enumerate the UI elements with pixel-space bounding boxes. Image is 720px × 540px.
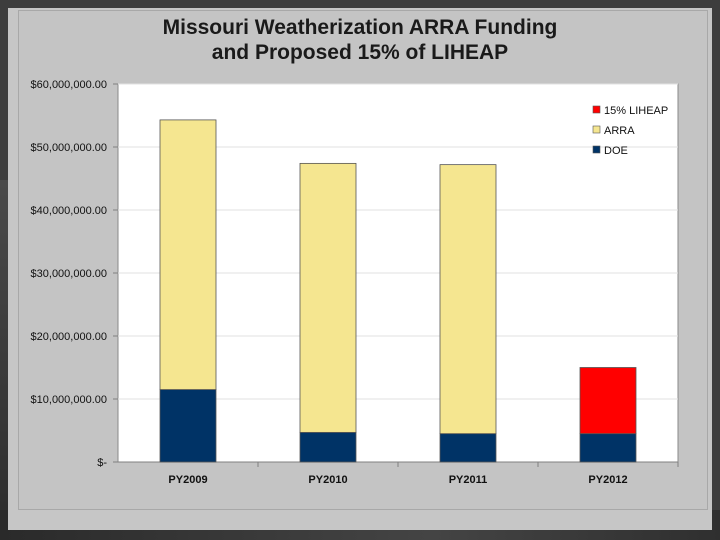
legend-swatch — [592, 145, 601, 154]
y-tick-label: $40,000,000.00 — [31, 205, 107, 217]
y-tick-label: $- — [97, 457, 107, 469]
x-tick-label: PY2009 — [168, 474, 207, 486]
y-tick-label: $50,000,000.00 — [31, 142, 107, 154]
legend-label: DOE — [604, 145, 628, 157]
legend-label: ARRA — [604, 125, 635, 137]
bar-doe-py2009 — [159, 389, 217, 463]
chart-title-line-1: Missouri Weatherization ARRA Funding — [162, 16, 558, 39]
x-tick-label: PY2011 — [449, 474, 488, 486]
chart-title-line-2: and Proposed 15% of LIHEAP — [211, 41, 509, 64]
bar-arra-py2011 — [439, 164, 497, 435]
y-tick-label: $10,000,000.00 — [31, 394, 107, 406]
bar-arra-py2010 — [299, 162, 357, 433]
y-tick-label: $60,000,000.00 — [31, 79, 107, 91]
bar-15-liheap-py2012 — [579, 367, 637, 435]
y-tick-label: $30,000,000.00 — [31, 268, 107, 280]
legend-label: 15% LIHEAP — [604, 105, 668, 117]
bar-doe-py2010 — [299, 431, 357, 463]
x-tick-label: PY2012 — [588, 474, 627, 486]
bar-arra-py2009 — [159, 119, 217, 390]
legend-swatch — [592, 105, 601, 114]
x-tick-label: PY2010 — [308, 474, 347, 486]
y-tick-label: $20,000,000.00 — [31, 331, 107, 343]
bar-doe-py2012 — [579, 433, 637, 463]
legend-swatch — [592, 125, 601, 134]
bar-doe-py2011 — [439, 433, 497, 463]
